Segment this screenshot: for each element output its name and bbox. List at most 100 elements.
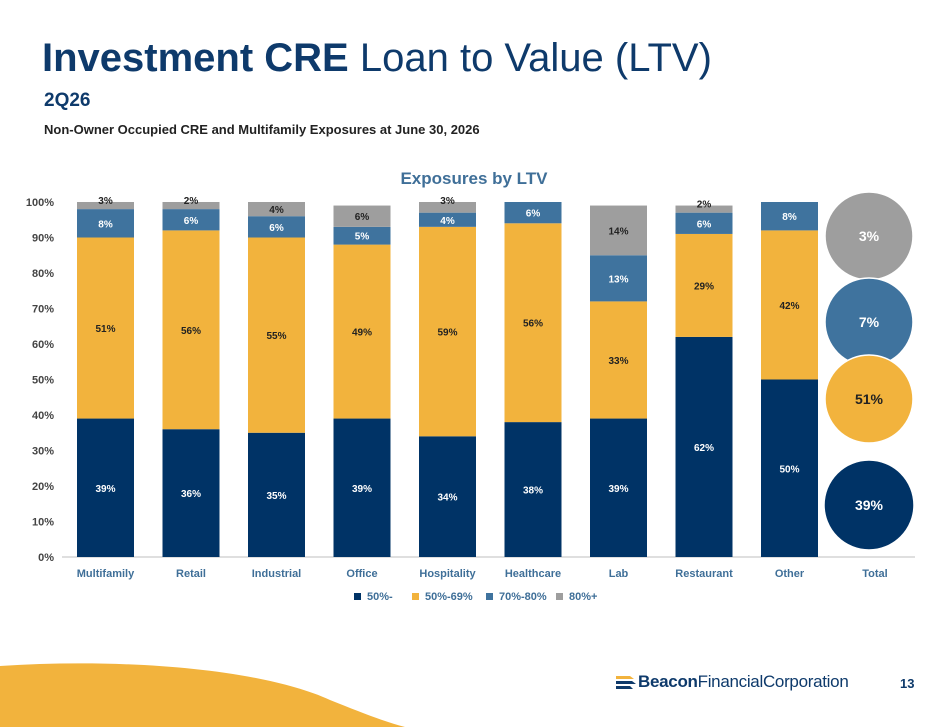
- y-tick-label: 30%: [32, 446, 54, 458]
- x-tick-label: Office: [346, 568, 377, 580]
- bar-segment: [419, 436, 476, 557]
- bar-segment: [675, 205, 733, 213]
- data-label: 6%: [697, 219, 712, 230]
- x-tick-label: Lab: [609, 568, 629, 580]
- bar-segment: [761, 230, 818, 380]
- data-label: 4%: [269, 205, 284, 216]
- legend-swatch: [354, 593, 361, 600]
- total-bubble: [823, 459, 915, 551]
- bar-segment: [590, 418, 647, 557]
- ltv-stacked-bar-chart: Exposures by LTV 0% 10% 20% 30% 40% 50% 60% 70% 8…: [26, 169, 915, 603]
- total-bubble-label: 39%: [855, 497, 884, 513]
- decorative-swoosh: [0, 663, 405, 727]
- y-tick-label: 70%: [32, 304, 54, 316]
- chart-title: Exposures by LTV: [400, 169, 548, 188]
- data-label: 51%: [95, 324, 115, 335]
- data-label: 59%: [437, 328, 457, 339]
- bar-segment: [162, 202, 220, 210]
- data-label: 55%: [266, 331, 286, 342]
- bar-segment: [590, 205, 647, 256]
- y-tick-label: 0%: [38, 552, 54, 564]
- bar-segment: [162, 429, 220, 557]
- bar-segment: [419, 202, 476, 213]
- bar-segment: [333, 244, 391, 419]
- data-label: 3%: [98, 196, 113, 207]
- bar-segment: [590, 301, 647, 419]
- bar-segment: [77, 237, 134, 419]
- data-label: 6%: [355, 212, 370, 223]
- legend-swatch: [412, 593, 419, 600]
- total-bubble-label: 3%: [859, 228, 880, 244]
- bar-segment: [77, 209, 134, 238]
- company-logo: BeaconFinancialCorporation: [614, 672, 849, 692]
- bar-segment: [504, 422, 562, 557]
- data-label: 14%: [608, 226, 628, 237]
- data-label: 42%: [779, 301, 799, 312]
- total-bubble-label: 7%: [859, 314, 880, 330]
- bar-segment: [675, 212, 733, 234]
- bar-segment: [761, 379, 818, 557]
- bar-segment: [504, 223, 562, 423]
- page-title-rest: Loan to Value (LTV): [348, 36, 712, 80]
- data-label: 56%: [523, 319, 543, 330]
- data-label: 3%: [440, 196, 455, 207]
- total-bubble: [824, 354, 914, 444]
- y-tick-label: 20%: [32, 481, 54, 493]
- bar-segment: [504, 202, 562, 224]
- x-tick-label: Hospitality: [419, 568, 476, 580]
- data-label: 6%: [184, 216, 199, 227]
- bar-segment: [248, 432, 305, 557]
- data-label: 33%: [608, 356, 628, 367]
- page-title: Investment CRE Loan to Value (LTV): [42, 38, 712, 78]
- x-tick-label: Retail: [176, 568, 206, 580]
- legend-label: 50%-: [367, 591, 393, 603]
- page-title-bold: Investment CRE: [42, 36, 349, 80]
- bar-segment: [77, 418, 134, 557]
- data-label: 50%: [779, 464, 799, 475]
- bar-segment: [419, 212, 476, 227]
- bar-segment: [333, 226, 391, 245]
- bar-segment: [333, 205, 391, 227]
- data-label: 8%: [782, 212, 797, 223]
- x-tick-label: Other: [775, 568, 805, 580]
- x-tick-label: Healthcare: [505, 568, 561, 580]
- y-tick-label: 90%: [32, 233, 54, 245]
- bar-segment: [248, 216, 305, 238]
- data-label: 56%: [181, 326, 201, 337]
- data-label: 29%: [694, 281, 714, 292]
- data-label: 6%: [269, 223, 284, 234]
- x-tick-label: Multifamily: [77, 568, 135, 580]
- data-label: 39%: [352, 484, 372, 495]
- x-tick-label: Total: [862, 568, 887, 580]
- bar-segment: [590, 255, 647, 302]
- logo-text-rest: FinancialCorporation: [697, 672, 849, 691]
- legend-label: 70%-80%: [499, 591, 547, 603]
- data-label: 34%: [437, 493, 457, 504]
- bar-segment: [248, 237, 305, 433]
- data-label: 2%: [697, 200, 712, 211]
- data-label: 39%: [95, 484, 115, 495]
- y-tick-label: 60%: [32, 339, 54, 351]
- logo-text: BeaconFinancialCorporation: [638, 672, 849, 692]
- page-subtitle: 2Q26: [44, 90, 91, 111]
- y-tick-label: 100%: [26, 197, 54, 209]
- data-label: 49%: [352, 328, 372, 339]
- bar-segment: [248, 202, 305, 217]
- y-tick-label: 10%: [32, 517, 54, 529]
- x-tick-label: Restaurant: [675, 568, 733, 580]
- data-label: 13%: [608, 274, 628, 285]
- chart-caption: Non-Owner Occupied CRE and Multifamily E…: [44, 122, 480, 137]
- y-tick-label: 80%: [32, 268, 54, 280]
- data-label: 5%: [355, 232, 370, 243]
- bar-segment: [162, 209, 220, 231]
- legend-swatch: [556, 593, 563, 600]
- legend-label: 80%+: [569, 591, 597, 603]
- bar-segment: [761, 202, 818, 231]
- data-label: 2%: [184, 196, 199, 207]
- data-label: 35%: [266, 491, 286, 502]
- x-tick-label: Industrial: [252, 568, 302, 580]
- y-tick-label: 50%: [32, 375, 54, 387]
- bar-segment: [162, 230, 220, 430]
- bar-segment: [333, 418, 391, 557]
- beacon-logo-icon: [616, 676, 636, 689]
